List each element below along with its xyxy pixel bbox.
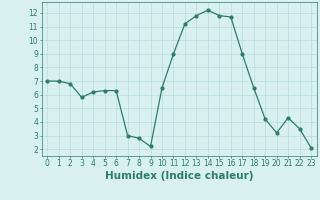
X-axis label: Humidex (Indice chaleur): Humidex (Indice chaleur): [105, 171, 253, 181]
